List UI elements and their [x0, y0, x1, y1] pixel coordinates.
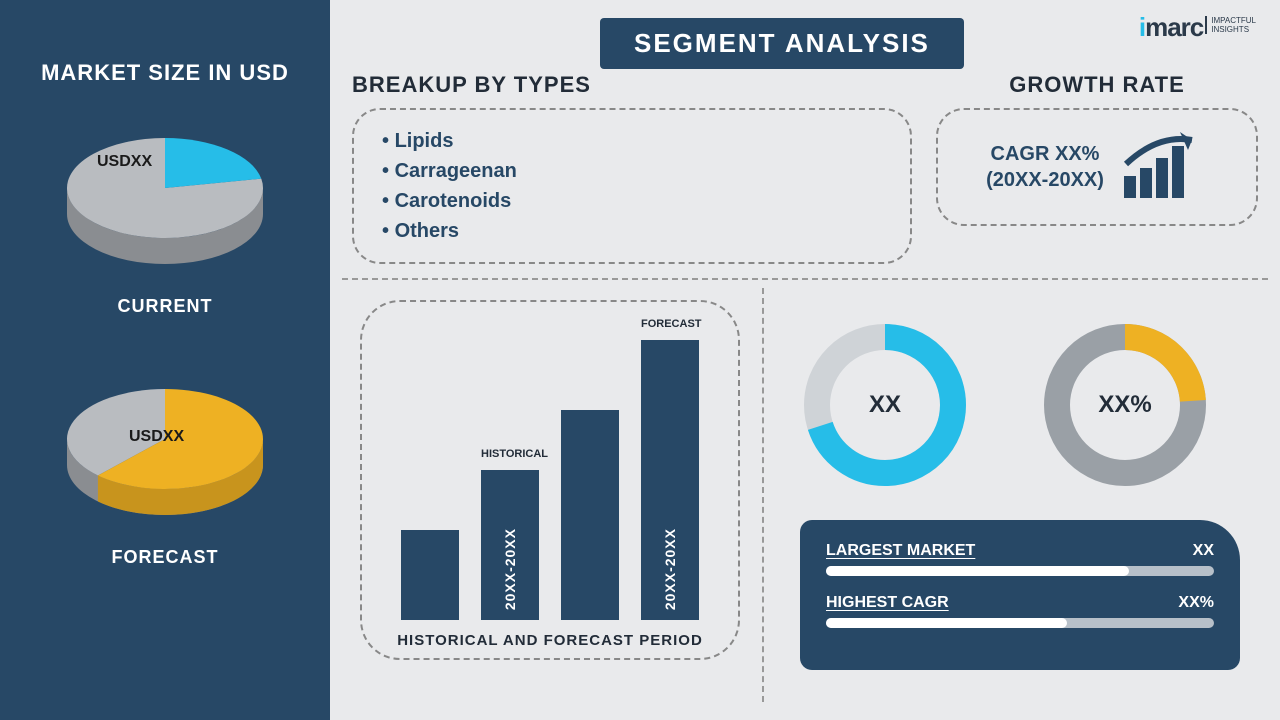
hist-bar	[561, 410, 619, 620]
bar-cap: HISTORICAL	[481, 448, 539, 460]
info-bar-fill	[826, 618, 1067, 628]
logo-tag-l1: IMPACTFUL	[1211, 16, 1256, 25]
pie-current: USDXX CURRENT	[55, 116, 275, 317]
pies-holder: USDXX CURRENT USDXX FORECAST	[55, 86, 275, 568]
info-card: LARGEST MARKET XX HIGHEST CAGR XX%	[800, 520, 1240, 670]
breakup-box: LipidsCarrageenanCarotenoidsOthers	[352, 108, 912, 264]
logo-tagline: IMPACTFUL INSIGHTS	[1205, 16, 1256, 34]
imarc-logo: imarc IMPACTFUL INSIGHTS	[1139, 12, 1256, 43]
rings-row: XX XX%	[800, 320, 1210, 490]
ring-text: XX%	[1098, 391, 1151, 419]
pie-label: FORECAST	[112, 547, 219, 568]
growth-section: GROWTH RATE CAGR XX% (20XX-20XX)	[936, 72, 1258, 226]
growth-text: CAGR XX% (20XX-20XX)	[986, 141, 1104, 193]
ring-0: XX	[800, 320, 970, 490]
growth-box: CAGR XX% (20XX-20XX)	[936, 108, 1258, 226]
bar-vlabel: 20XX-20XX	[662, 528, 678, 610]
info-row: LARGEST MARKET XX	[826, 542, 1214, 576]
bar-vlabel: 20XX-20XX	[502, 528, 518, 610]
market-size-title: MARKET SIZE IN USD	[41, 60, 289, 86]
ring-text: XX	[869, 391, 901, 419]
breakup-list: LipidsCarrageenanCarotenoidsOthers	[382, 126, 882, 246]
hist-bar: FORECAST20XX-20XX	[641, 340, 699, 620]
bar-cap: FORECAST	[641, 318, 699, 330]
info-row: HIGHEST CAGR XX%	[826, 594, 1214, 628]
info-bar-track	[826, 566, 1214, 576]
svg-text:USDXX: USDXX	[97, 153, 152, 170]
hist-bar	[401, 530, 459, 620]
growth-chart-icon	[1118, 130, 1208, 204]
info-bar-track	[826, 618, 1214, 628]
info-value: XX%	[1178, 594, 1214, 612]
breakup-section: BREAKUP BY TYPES LipidsCarrageenanCarote…	[352, 72, 912, 264]
breakup-item: Lipids	[382, 126, 882, 156]
pie-label: CURRENT	[118, 296, 213, 317]
growth-line2: (20XX-20XX)	[986, 169, 1104, 191]
divider-horizontal	[342, 278, 1268, 280]
svg-text:USDXX: USDXX	[129, 428, 184, 445]
hist-bar: HISTORICAL20XX-20XX	[481, 470, 539, 620]
ring-1: XX%	[1040, 320, 1210, 490]
breakup-item: Carrageenan	[382, 156, 882, 186]
infographic-root: MARKET SIZE IN USD USDXX CURRENT USDXX FORE…	[0, 0, 1280, 720]
info-label: HIGHEST CAGR	[826, 594, 949, 612]
historical-title: HISTORICAL AND FORECAST PERIOD	[397, 632, 703, 649]
growth-line1: CAGR XX%	[991, 143, 1100, 165]
pie-forecast: USDXX FORECAST	[55, 367, 275, 568]
info-value: XX	[1193, 542, 1214, 560]
info-bar-fill	[826, 566, 1129, 576]
bars-area: HISTORICAL20XX-20XXFORECAST20XX-20XX	[380, 320, 720, 620]
growth-title: GROWTH RATE	[1009, 72, 1185, 98]
historical-box: HISTORICAL20XX-20XXFORECAST20XX-20XX HIS…	[360, 300, 740, 660]
top-row: BREAKUP BY TYPES LipidsCarrageenanCarote…	[352, 72, 1258, 264]
breakup-item: Others	[382, 216, 882, 246]
segment-analysis-banner: SEGMENT ANALYSIS	[600, 18, 964, 69]
breakup-item: Carotenoids	[382, 186, 882, 216]
breakup-title: BREAKUP BY TYPES	[352, 72, 912, 98]
right-panel: SEGMENT ANALYSIS imarc IMPACTFUL INSIGHT…	[330, 0, 1280, 720]
logo-tag-l2: INSIGHTS	[1211, 25, 1249, 34]
info-label: LARGEST MARKET	[826, 542, 975, 560]
left-panel: MARKET SIZE IN USD USDXX CURRENT USDXX FORE…	[0, 0, 330, 720]
logo-text: imarc	[1139, 12, 1203, 43]
divider-vertical	[762, 288, 764, 702]
